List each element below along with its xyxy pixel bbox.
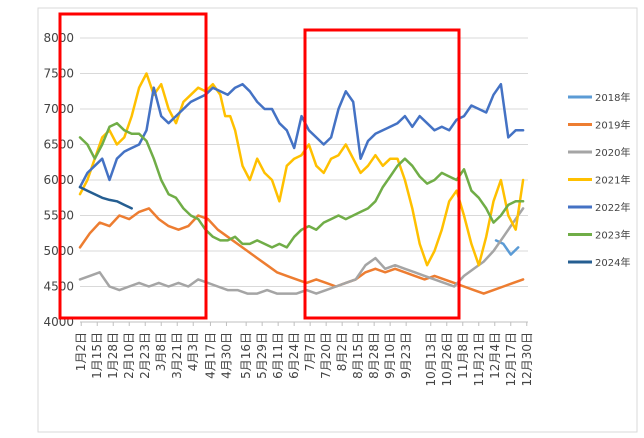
x-tick-label: 4月17日: [203, 332, 217, 379]
x-tick-label: 7月7日: [303, 332, 317, 371]
legend: 2018年 2019年 2020年 2021年 2022年 2023年 2024年: [568, 91, 630, 269]
x-tick-label: 8月28日: [367, 332, 381, 379]
legend-label: 2024年: [595, 256, 630, 269]
x-tick-label: 11月8日: [456, 332, 470, 379]
x-tick-label: 11月21日: [472, 332, 486, 387]
x-tick-label: 7月20日: [319, 332, 333, 379]
x-tick-label: 3月21日: [170, 332, 184, 379]
x-tick-label: 9月23日: [399, 332, 413, 379]
x-tick-label: 4月30日: [219, 332, 233, 379]
x-tick-label: 12月17日: [504, 332, 518, 387]
x-tick-label: 10月26日: [440, 332, 454, 387]
legend-label: 2018年: [595, 91, 630, 104]
highlight-boxes: [58, 12, 461, 320]
x-tick-label: 4月3日: [186, 332, 200, 371]
x-tick-label: 5月16日: [239, 332, 253, 379]
x-tick-label: 10月13日: [424, 332, 438, 387]
legend-label: 2019年: [595, 119, 630, 132]
x-tick-label: 6月24日: [287, 332, 301, 379]
x-tick-label: 2月23日: [138, 332, 152, 379]
x-tick-label: 12月30日: [520, 332, 534, 387]
series-line-2023年: [78, 121, 525, 249]
x-tick-label: 12月4日: [488, 332, 502, 379]
legend-label: 2020年: [595, 146, 630, 159]
x-tick-label: 8月15日: [351, 332, 365, 379]
highlight-box-mid-year: [303, 28, 461, 320]
series-lines: [78, 72, 525, 295]
legend-label: 2021年: [595, 174, 630, 187]
x-tick-label: 3月8日: [154, 332, 168, 371]
x-axis: 1月2日 1月15日 1月28日 2月10日 2月23日 3月8日 3月21日 4月3日 4月1…: [74, 321, 534, 387]
series-line-2024年: [78, 185, 133, 210]
x-tick-label: 8月2日: [335, 332, 349, 371]
series-line-2021年: [78, 72, 525, 267]
legend-label: 2023年: [595, 229, 630, 242]
x-tick-label: 2月10日: [122, 332, 136, 379]
x-tick-label: 1月15日: [90, 332, 104, 379]
legend-label: 2022年: [595, 201, 630, 214]
highlight-box-early-year: [58, 12, 208, 320]
x-tick-label: 1月2日: [74, 332, 88, 371]
x-tick-label: 6月11日: [271, 332, 285, 379]
series-line-2020年: [78, 207, 525, 295]
x-tick-label: 9月10日: [383, 332, 397, 379]
series-line-2022年: [78, 82, 525, 189]
chart-frame: [37, 7, 638, 433]
x-tick-label: 1月28日: [106, 332, 120, 379]
series-line-2019年: [78, 207, 525, 295]
x-tick-label: 5月29日: [255, 332, 269, 379]
